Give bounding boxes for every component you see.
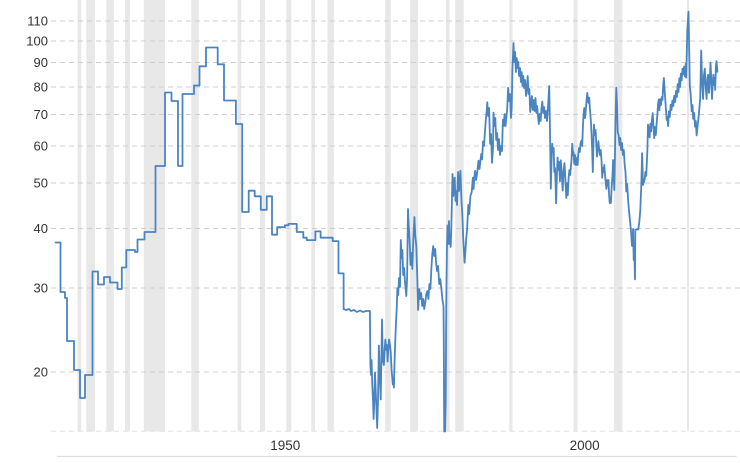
svg-text:20: 20 [34,365,48,380]
svg-text:80: 80 [34,80,48,95]
svg-text:2000: 2000 [570,438,600,453]
svg-text:40: 40 [34,221,48,236]
svg-text:60: 60 [34,139,48,154]
svg-text:50: 50 [34,176,48,191]
svg-text:1950: 1950 [270,438,300,453]
svg-text:100: 100 [26,34,48,49]
svg-text:30: 30 [34,281,48,296]
svg-text:70: 70 [34,107,48,122]
svg-text:110: 110 [27,14,48,29]
svg-text:90: 90 [34,55,48,70]
